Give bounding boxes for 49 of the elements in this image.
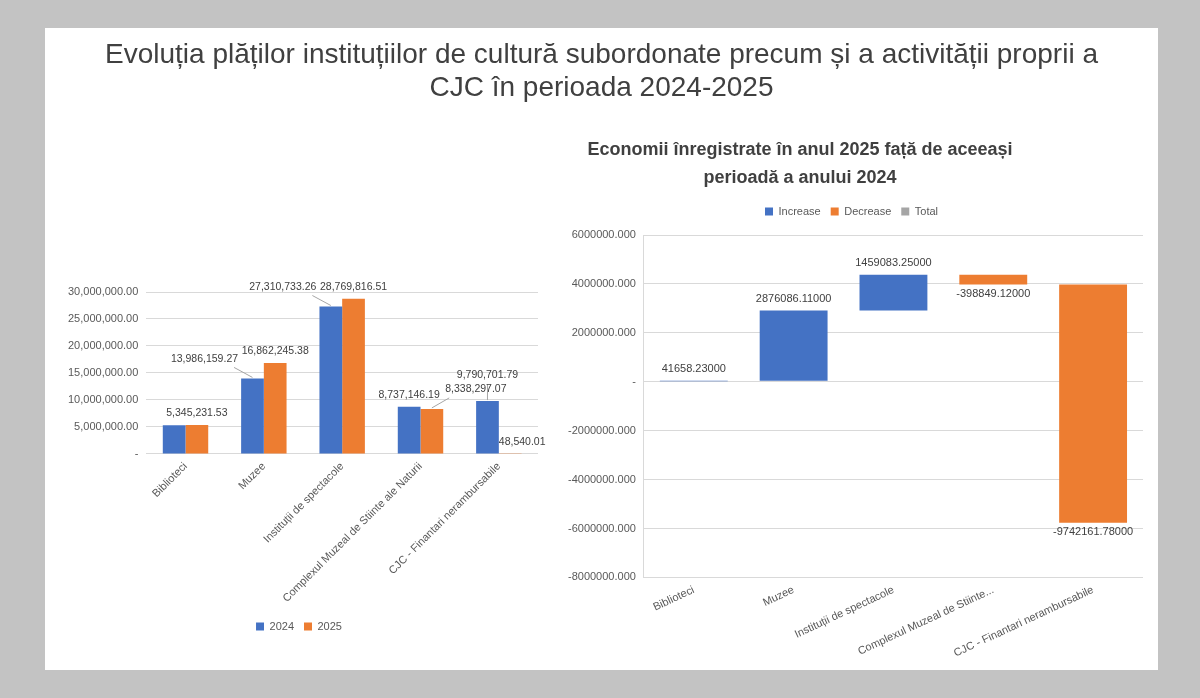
chart-title: Economii înregistrate în anul 2025 față de aceeași perioadă a anului 2024: [586, 138, 1014, 189]
y-tick-label: -2000000.000: [567, 423, 636, 436]
data-label: 13,986,159.27: [170, 351, 239, 364]
y-tick-label: 20,000,000.00: [67, 339, 139, 351]
y-tick-label: -4000000.000: [567, 472, 636, 485]
legend-label: 2025: [317, 619, 342, 632]
y-tick-label: -8000000.000: [567, 570, 636, 583]
y-tick-label: 15,000,000.00: [67, 365, 139, 378]
y-tick-label: 30,000,000.00: [67, 285, 139, 298]
data-label: 27,310,733.26: [249, 279, 317, 292]
y-tick-label: 5,000,000.00: [74, 419, 139, 432]
y-tick-label: -: [632, 374, 637, 387]
bar: [319, 306, 343, 454]
y-tick-label: 2000000.000: [571, 325, 636, 338]
data-label: 28,769,816.51: [319, 279, 388, 292]
legend-label: Total: [914, 204, 939, 217]
bar: [397, 406, 421, 454]
y-tick-label: 4000000.000: [571, 276, 636, 289]
data-label: 2876086.11000: [755, 291, 832, 304]
legend-label: Increase: [778, 204, 821, 217]
y-tick-label: -: [134, 446, 139, 459]
legend-label: 2024: [269, 619, 295, 632]
data-label: 5,345,231.53: [166, 406, 228, 419]
data-label: 1459083.25000: [855, 256, 932, 269]
y-tick-label: -6000000.000: [567, 521, 636, 534]
data-label: -398849.12000: [956, 286, 1031, 299]
bar: [241, 378, 264, 454]
data-label: -9742161.78000: [1053, 525, 1134, 538]
data-label: 9,790,701.79: [456, 368, 519, 381]
legend-label: Decrease: [844, 204, 892, 217]
bar: [420, 408, 444, 454]
data-label: 48,540.01: [498, 434, 546, 447]
bar: [162, 425, 186, 454]
data-label: 41658.23000: [661, 362, 726, 375]
bar: [959, 274, 1028, 285]
data-label: 8,338,297.07: [445, 382, 507, 395]
data-label: 16,862,245.38: [241, 344, 309, 357]
bar: [859, 274, 928, 311]
data-label: 8,737,146.19: [378, 387, 440, 400]
bar: [342, 298, 365, 454]
bar: [759, 310, 828, 381]
bar: [476, 401, 499, 454]
bar: [1059, 284, 1128, 523]
y-tick-label: 6000000.000: [571, 228, 636, 241]
bar: [185, 425, 209, 454]
bar: [263, 362, 287, 454]
y-tick-label: 25,000,000.00: [67, 312, 139, 325]
y-tick-label: 10,000,000.00: [67, 392, 139, 405]
text: Evoluția plăților instituțiilor de cultură subordonate precum și a activității proprii a CJC în perioada 2024-2025: [104, 37, 1099, 103]
